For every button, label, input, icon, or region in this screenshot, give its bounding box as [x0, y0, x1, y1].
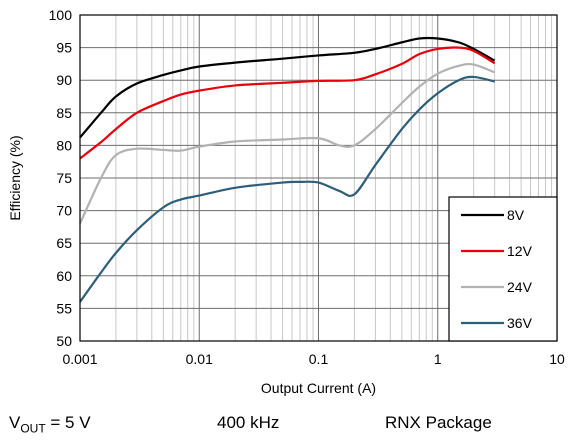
- vout-subscript: OUT: [20, 421, 46, 436]
- y-tick-label: 95: [56, 40, 72, 56]
- y-tick-label: 75: [56, 170, 72, 186]
- x-tick-label: 0.001: [62, 351, 97, 367]
- footer-package: RNX Package: [385, 413, 492, 432]
- y-tick-label: 90: [56, 72, 72, 88]
- footer-frequency: 400 kHz: [217, 413, 280, 432]
- series-line-24v: [79, 62, 496, 225]
- series-line-36v: [79, 75, 495, 303]
- legend-label: 12V: [507, 243, 533, 259]
- y-tick-labels: 50 55 60 65 70 75 80 85 90 95 100: [49, 7, 73, 349]
- series-line-8v: [79, 36, 496, 139]
- y-axis-title: Efficiency (%): [7, 135, 23, 220]
- y-tick-label: 80: [56, 137, 72, 153]
- y-tick-label: 50: [56, 333, 72, 349]
- x-tick-label: 0.01: [186, 351, 213, 367]
- legend-label: 24V: [507, 279, 533, 295]
- y-tick-label: 70: [56, 203, 72, 219]
- legend-label: 36V: [507, 315, 533, 331]
- vout-value: = 5 V: [45, 413, 91, 432]
- x-tick-labels: 0.001 0.01 0.1 1 10: [62, 351, 565, 367]
- plot-frame: [79, 14, 558, 342]
- x-tick-label: 10: [549, 351, 565, 367]
- legend-box: [448, 196, 558, 342]
- series-lines: [79, 36, 496, 303]
- x-tick-label: 0.1: [309, 351, 329, 367]
- y-tick-label: 55: [56, 300, 72, 316]
- y-tick-label: 65: [56, 235, 72, 251]
- legend-label: 8V: [507, 207, 525, 223]
- legend: 8V 12V 24V 36V: [448, 196, 558, 342]
- x-axis-title: Output Current (A): [261, 380, 376, 396]
- y-tick-label: 100: [49, 7, 73, 23]
- x-tick-label: 1: [434, 351, 442, 367]
- y-tick-label: 60: [56, 268, 72, 284]
- footer-vout: VOUT = 5 V: [9, 413, 91, 435]
- vout-label: V: [9, 413, 21, 432]
- y-tick-label: 85: [56, 105, 72, 121]
- series-line-12v: [79, 46, 496, 160]
- efficiency-chart: 0.001 0.01 0.1 1 10 50556065707580859095100 …: [7, 7, 565, 396]
